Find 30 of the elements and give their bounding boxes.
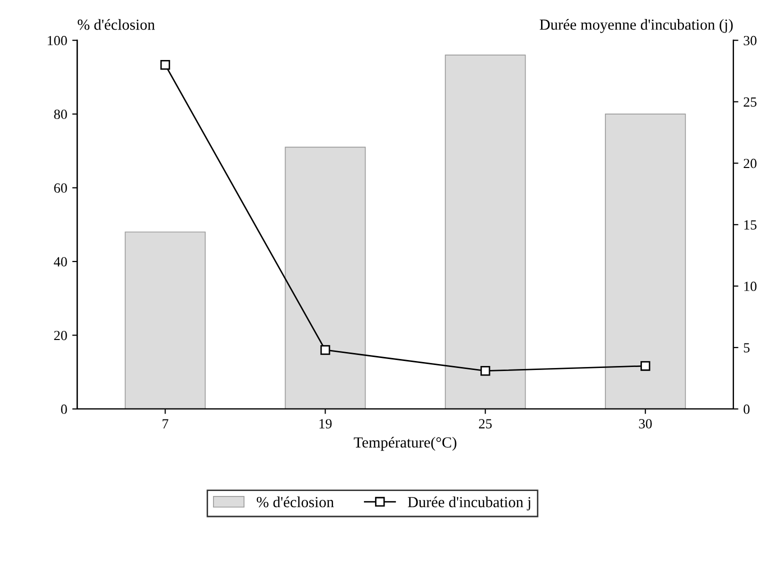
y-tick-label: 60 bbox=[54, 183, 67, 193]
bar bbox=[604, 114, 686, 409]
point bbox=[640, 361, 650, 371]
y-tick-label: 0 bbox=[61, 404, 67, 414]
bar bbox=[284, 146, 366, 409]
y2-tick-label: 10 bbox=[744, 282, 756, 292]
y-tick-label: 20 bbox=[54, 330, 67, 340]
legend-label: % d'éclosion bbox=[256, 496, 334, 508]
y-axis-title: % d'éclosion bbox=[78, 19, 155, 30]
y2-tick-label: 25 bbox=[744, 97, 756, 107]
legend-label: Durée d'incubation j bbox=[408, 496, 530, 510]
y2-axis-title: Durée moyenne d'incubation (j) bbox=[540, 19, 733, 33]
point bbox=[480, 366, 490, 376]
bar bbox=[124, 232, 206, 409]
y2-tick-label: 15 bbox=[744, 220, 756, 230]
x-tick-label: 30 bbox=[639, 419, 652, 428]
y2-tick-label: 5 bbox=[744, 343, 750, 352]
y2-tick-label: 20 bbox=[744, 158, 756, 168]
y-tick-label: 100 bbox=[48, 36, 67, 46]
y-tick-label: 40 bbox=[54, 257, 67, 266]
y-tick-label: 80 bbox=[54, 110, 67, 120]
point bbox=[320, 345, 330, 355]
x-tick-label: 19 bbox=[320, 419, 332, 428]
y2-tick-label: 30 bbox=[744, 36, 756, 46]
x-tick-label: 7 bbox=[162, 419, 168, 428]
point bbox=[160, 60, 170, 70]
bar bbox=[444, 54, 526, 409]
y2-tick-label: 0 bbox=[744, 404, 750, 414]
x-axis-title: Température(°C) bbox=[354, 436, 456, 451]
x-tick-label: 25 bbox=[478, 419, 492, 428]
